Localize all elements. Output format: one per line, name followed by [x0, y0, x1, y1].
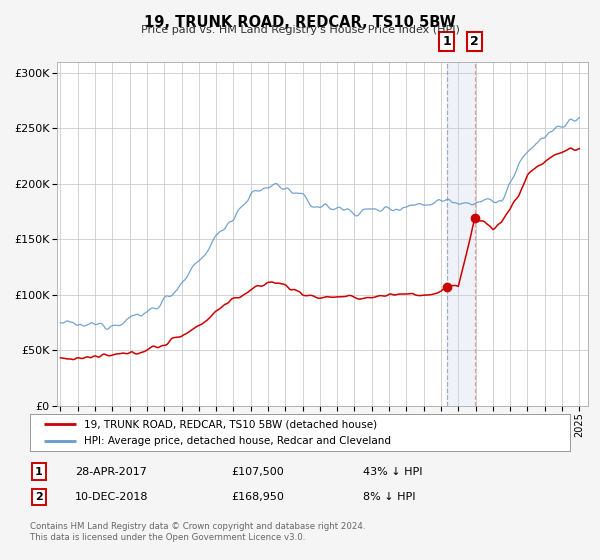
Text: £107,500: £107,500 — [231, 466, 284, 477]
Text: HPI: Average price, detached house, Redcar and Cleveland: HPI: Average price, detached house, Redc… — [84, 436, 391, 446]
Text: 28-APR-2017: 28-APR-2017 — [75, 466, 147, 477]
Text: 2: 2 — [470, 35, 479, 48]
Text: 19, TRUNK ROAD, REDCAR, TS10 5BW (detached house): 19, TRUNK ROAD, REDCAR, TS10 5BW (detach… — [84, 419, 377, 429]
Text: This data is licensed under the Open Government Licence v3.0.: This data is licensed under the Open Gov… — [30, 533, 305, 542]
Text: 10-DEC-2018: 10-DEC-2018 — [75, 492, 149, 502]
Text: 43% ↓ HPI: 43% ↓ HPI — [363, 466, 422, 477]
Bar — [446, 62, 475, 406]
Text: £168,950: £168,950 — [231, 492, 284, 502]
Text: 8% ↓ HPI: 8% ↓ HPI — [363, 492, 415, 502]
Text: 1: 1 — [442, 35, 451, 48]
Text: Price paid vs. HM Land Registry's House Price Index (HPI): Price paid vs. HM Land Registry's House … — [140, 25, 460, 35]
Text: 1: 1 — [35, 466, 43, 477]
Text: 19, TRUNK ROAD, REDCAR, TS10 5BW: 19, TRUNK ROAD, REDCAR, TS10 5BW — [144, 15, 456, 30]
Text: Contains HM Land Registry data © Crown copyright and database right 2024.: Contains HM Land Registry data © Crown c… — [30, 522, 365, 531]
Text: 2: 2 — [35, 492, 43, 502]
